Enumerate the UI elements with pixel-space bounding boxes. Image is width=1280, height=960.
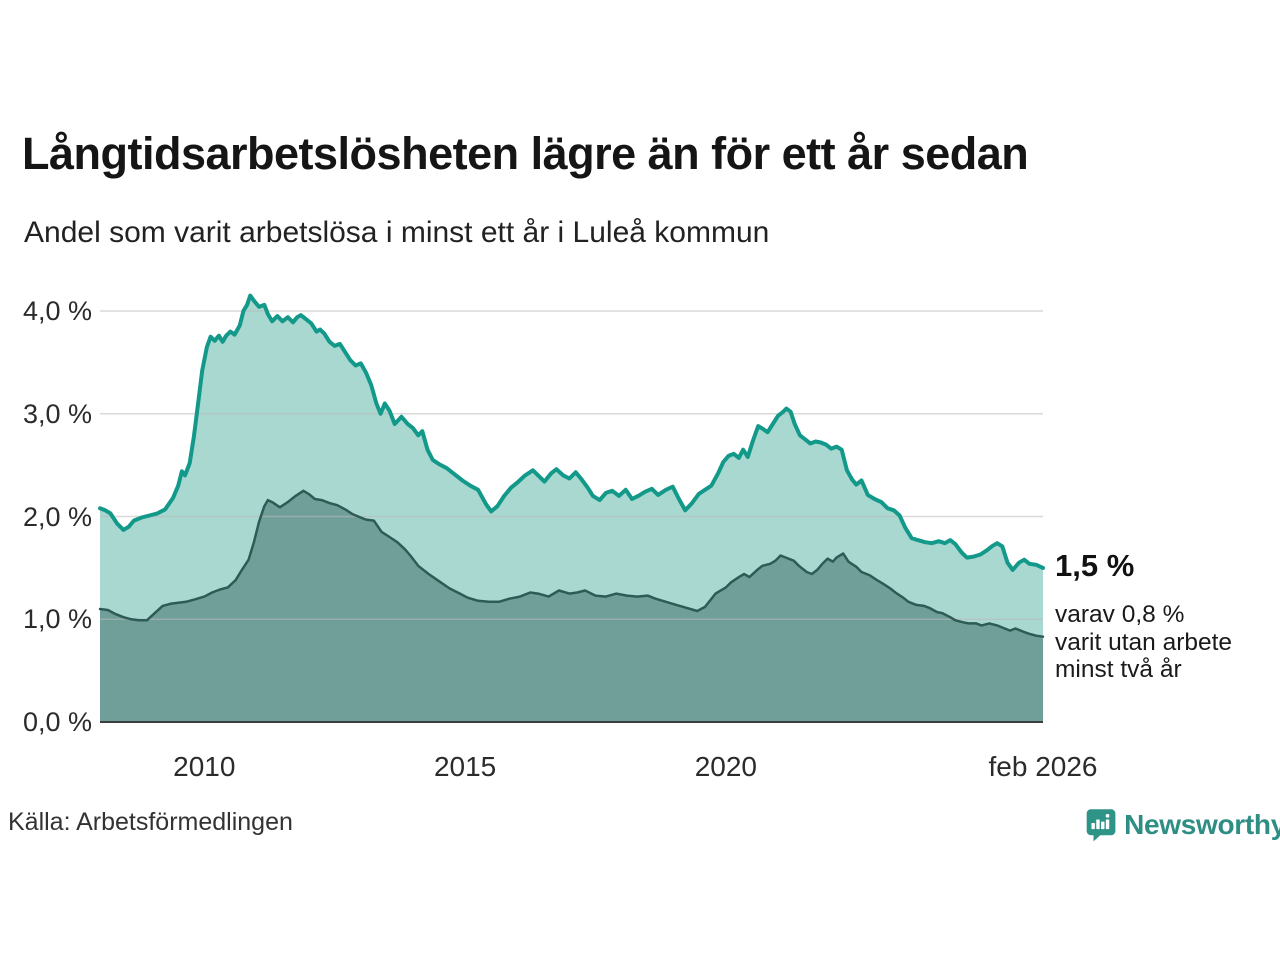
series-total-line xyxy=(98,293,1045,572)
x-axis-tick-label: feb 2026 xyxy=(988,751,1098,782)
page-title: Långtidsarbetslösheten lägre än för ett … xyxy=(22,128,1029,179)
end-value-annotation-detail: varav 0,8 % varit utan arbete minst två … xyxy=(1055,601,1232,684)
bubble-bar-chart-icon xyxy=(1086,809,1116,842)
annotation-detail-line: minst två år xyxy=(1055,656,1182,683)
annotation-detail-line: varit utan arbete xyxy=(1055,628,1233,656)
newsworthy-wordmark: Newsworthy xyxy=(1124,809,1280,840)
y-axis-tick-label: 4,0 % xyxy=(22,296,92,326)
y-axis-tick-label: 3,0 % xyxy=(22,398,92,429)
end-value-annotation: 1,5 % xyxy=(1055,548,1135,583)
annotation-detail-line: varav 0,8 % xyxy=(1055,601,1185,628)
y-axis-tick-label: 2,0 % xyxy=(22,501,92,532)
x-axis-tick-label: 2010 xyxy=(173,751,236,782)
x-axis-tick-label: 2020 xyxy=(694,751,758,782)
x-axis-tick-label: 2015 xyxy=(433,751,497,782)
source-label: Källa: Arbetsförmedlingen xyxy=(8,808,293,836)
newsworthy-logo: Newsworthy xyxy=(1086,800,1280,850)
series-two-year-line xyxy=(98,489,1045,638)
y-axis-tick-label: 1,0 % xyxy=(22,604,92,635)
chart-subtitle: Andel som varit arbetslösa i minst ett å… xyxy=(24,216,770,249)
gridlines xyxy=(100,310,1043,620)
series-two-year-area xyxy=(100,490,1043,722)
y-axis-tick-label: 0,0 % xyxy=(22,707,92,737)
